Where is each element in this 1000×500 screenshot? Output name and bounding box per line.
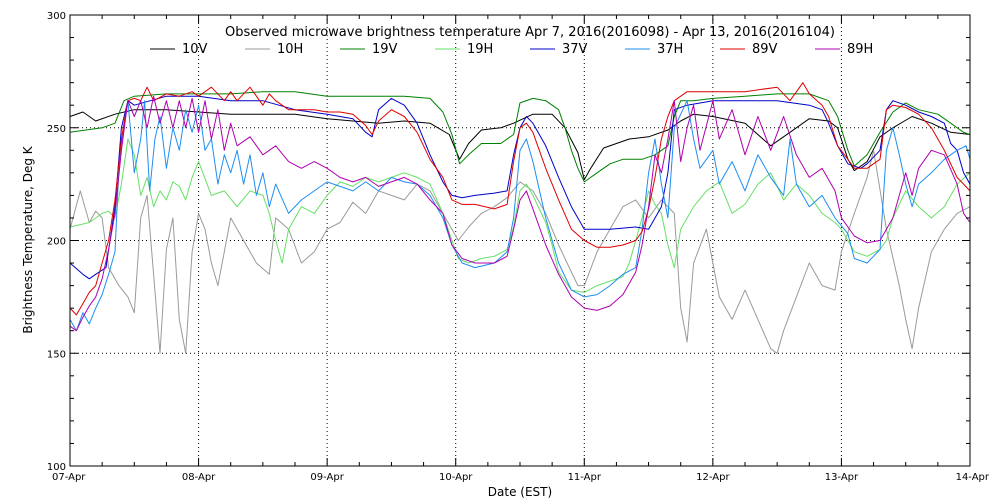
x-tick-label: 07-Apr [52,472,86,483]
x-tick-label: 12-Apr [696,472,730,483]
legend-label-10v: 10V [182,42,208,57]
x-tick-label: 09-Apr [310,472,344,483]
x-tick-label: 14-Apr [956,472,990,483]
x-axis-label: Date (EST) [488,485,552,499]
axes: 100 150 200 250 300 07-Apr 08-Apr 09-Apr 10-Apr 1… [47,11,990,483]
series-lines [69,82,971,354]
y-axis-label: Brightness Temperature, Deg K [21,145,35,333]
y-tick-label: 200 [47,237,66,248]
series-line-89v [69,82,971,316]
y-tick-label: 300 [47,11,66,22]
x-tick-label: 10-Apr [439,472,473,483]
x-tick-label: 11-Apr [568,472,602,483]
legend-label-89h: 89H [847,42,873,57]
y-tick-label: 250 [47,124,66,135]
series-line-10h [69,149,971,354]
chart-title: Observed microwave brightness temperatur… [225,25,835,40]
legend-label-19h: 19H [467,42,493,57]
legend: 10V 10H 19V 19H 37V 37H 89V 89H [150,42,873,57]
y-tick-label: 150 [47,349,66,360]
series-line-37h [69,100,971,332]
legend-label-10h: 10H [277,42,303,57]
x-tick-label: 08-Apr [182,472,216,483]
legend-label-19v: 19V [372,42,398,57]
legend-label-89v: 89V [752,42,778,57]
legend-label-37v: 37V [562,42,588,57]
series-line-19v [69,91,971,183]
x-tick-label: 13-Apr [825,472,859,483]
y-tick-label: 100 [47,462,66,473]
series-line-89h [69,95,971,332]
legend-label-37h: 37H [657,42,683,57]
